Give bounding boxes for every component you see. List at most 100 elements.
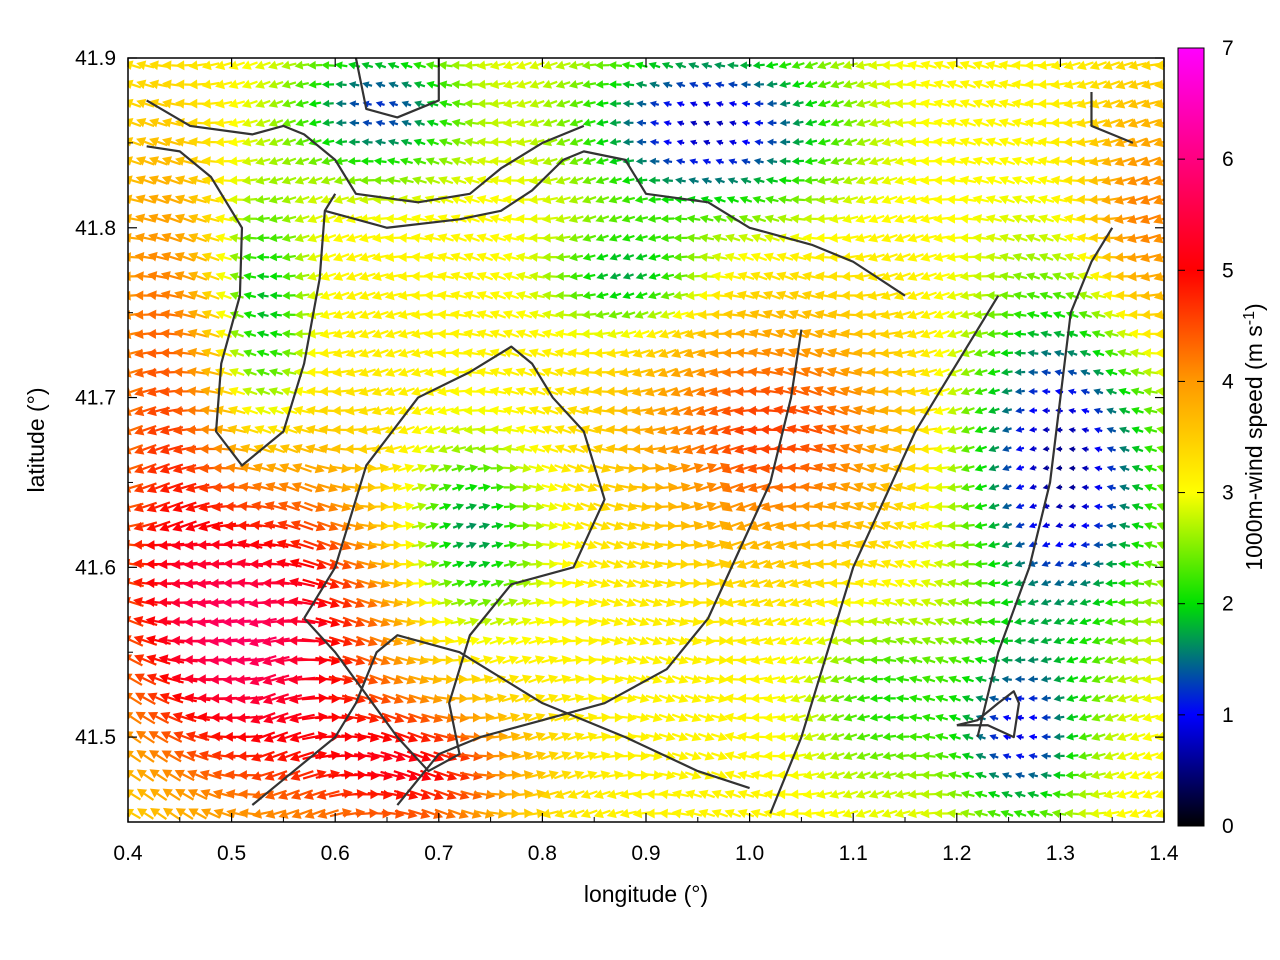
wind-arrow [500, 770, 522, 780]
wind-arrow [671, 770, 689, 780]
wind-arrow [816, 751, 832, 761]
wind-arrow [895, 675, 910, 684]
wind-arrow [1014, 675, 1025, 683]
wind-arrow [1000, 636, 1013, 645]
wind-arrow [1015, 734, 1024, 741]
wind-arrow [567, 789, 585, 799]
wind-arrow [868, 808, 885, 818]
wind-arrow [894, 789, 911, 799]
wind-arrow [989, 734, 999, 741]
wind-arrow [1129, 789, 1146, 799]
wind-arrow [1066, 675, 1079, 683]
wind-arrow [1129, 712, 1146, 723]
wind-arrow [908, 675, 923, 684]
wind-arrow [869, 674, 883, 684]
wind-arrow [187, 769, 209, 781]
wind-arrow [645, 751, 663, 761]
wind-arrow [474, 693, 495, 704]
wind-arrow [356, 635, 378, 647]
wind-arrow [1001, 791, 1013, 799]
wind-arrow [1142, 770, 1159, 780]
wind-arrow [869, 694, 883, 703]
wind-arrow [750, 655, 768, 665]
wind-arrow [895, 751, 910, 761]
wind-arrow [250, 712, 276, 724]
wind-arrow [684, 732, 702, 742]
wind-arrow [1116, 808, 1133, 819]
wind-arrow [934, 732, 949, 742]
wind-arrow [1078, 636, 1092, 645]
wind-arrow [262, 693, 290, 705]
wind-arrow [987, 790, 1000, 799]
wind-arrow [136, 750, 155, 763]
wind-arrow [671, 789, 690, 800]
wind-arrow [763, 712, 781, 723]
wind-arrow [500, 731, 521, 742]
wind-arrow [1053, 752, 1065, 760]
wind-arrow [790, 655, 807, 665]
wind-arrow [842, 808, 859, 818]
wind-arrow [961, 656, 975, 665]
wind-arrow [172, 711, 197, 723]
wind-arrow [135, 692, 156, 705]
wind-arrow [593, 655, 611, 665]
wind-arrow [895, 636, 910, 646]
wind-arrow [776, 693, 794, 703]
wind-arrow [136, 730, 155, 744]
wind-arrow [1154, 712, 1164, 723]
wind-arrow [697, 751, 715, 761]
wind-arrow [1091, 693, 1106, 703]
wind-arrow [462, 674, 481, 685]
wind-arrow [175, 789, 195, 801]
wind-arrow [421, 693, 443, 704]
wind-arrow [236, 693, 264, 704]
wind-arrow [606, 712, 624, 723]
wind-arrow [162, 788, 181, 801]
wind-arrow [593, 789, 611, 799]
wind-arrow [1027, 656, 1039, 664]
colorbar-tick-label: 0 [1222, 815, 1234, 838]
wind-arrow [1078, 713, 1092, 722]
wind-arrow [580, 732, 598, 742]
wind-arrow [1039, 790, 1053, 799]
wind-arrow [816, 693, 832, 703]
wind-arrow [868, 636, 884, 646]
wind-arrow [1103, 732, 1119, 741]
wind-arrow [128, 635, 144, 647]
wind-arrow [632, 655, 650, 665]
wind-arrow [1116, 770, 1133, 780]
wind-arrow [501, 693, 520, 704]
wind-arrow [489, 636, 506, 646]
wind-arrow [710, 731, 728, 742]
wind-arrow [921, 675, 936, 684]
wind-arrow [1142, 808, 1159, 819]
wind-arrow [1041, 733, 1051, 741]
wind-arrow [843, 693, 858, 703]
wind-arrow [843, 751, 858, 760]
wind-arrow [1002, 714, 1012, 722]
wind-arrow [382, 636, 404, 647]
wind-arrow [1091, 655, 1106, 664]
wind-arrow [685, 789, 703, 800]
colorbar-tick-label: 6 [1222, 148, 1234, 171]
wind-arrow [1001, 656, 1013, 664]
wind-arrow [1129, 751, 1146, 761]
wind-arrow [895, 655, 910, 665]
wind-arrow [658, 693, 676, 703]
wind-arrow [947, 790, 963, 799]
wind-arrow [527, 712, 546, 723]
wind-arrow [514, 712, 533, 723]
wind-arrow [1078, 732, 1092, 741]
x-tick-label: 0.8 [528, 842, 557, 865]
wind-arrow [1027, 636, 1039, 645]
wind-arrow [776, 712, 794, 723]
wind-arrow [684, 712, 702, 723]
wind-arrow [816, 770, 833, 780]
wind-arrow [593, 770, 611, 780]
wind-arrow [855, 770, 871, 780]
wind-arrow [128, 750, 142, 763]
wind-arrow [315, 617, 341, 628]
wind-arrow [1064, 789, 1080, 799]
wind-arrow [407, 731, 431, 743]
wind-arrow [134, 654, 157, 666]
